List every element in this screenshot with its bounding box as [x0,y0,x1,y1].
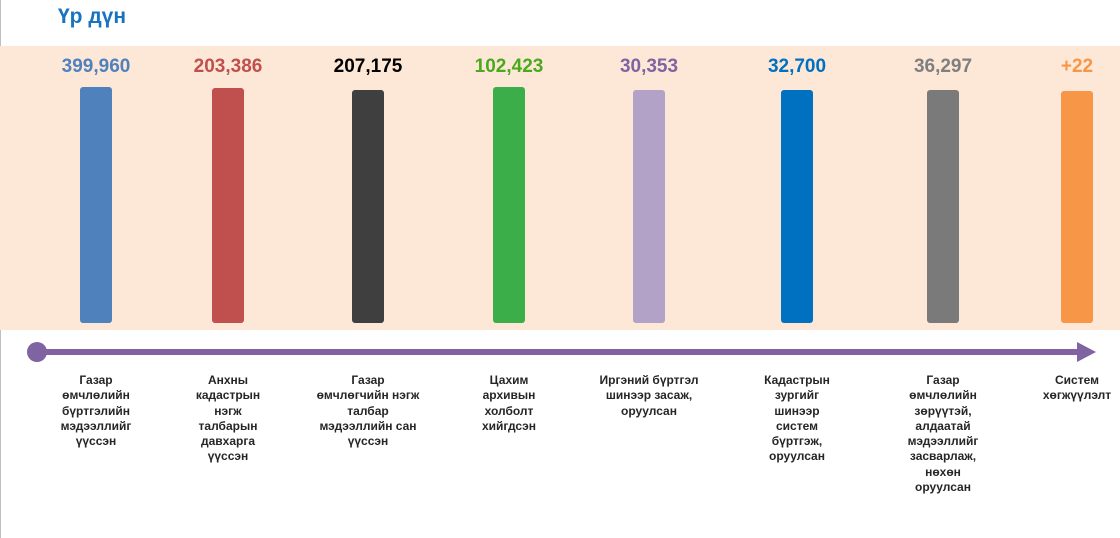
category-label-line: мэдээллийг [907,434,979,449]
category-label-line: оруулсан [621,403,677,418]
category-label-line: холболт [484,403,534,418]
category-label-line: хөгжүүлэлт [1042,388,1112,403]
bar [80,87,112,323]
value-label: +22 [1060,56,1094,77]
value-label: 399,960 [61,56,131,77]
bar [493,87,525,323]
category-label-line: шинээр засаж, [605,388,693,403]
category-label: Иргэний бүртгэл шинээр засаж, оруулсан [579,373,719,419]
category-label-line: кадастрын [195,388,261,403]
category-label-line: өмчлөгчийн нэгж [316,388,420,403]
category-label-line: Газар [79,373,113,387]
category-label-line: оруулсан [769,449,825,464]
value-label: 102,423 [474,56,544,77]
category-label-line: алдаатай [915,418,971,433]
category-label-line: зургийг [774,388,820,403]
category-label: Кадастрын зургийг шинээр систем бүртгэж, оруу… [727,373,867,465]
category-label-line: засварлаж, [909,449,977,464]
category-label: Систем хөгжүүлэлт [1007,373,1120,404]
value-label: 30,353 [619,56,679,77]
category-label-line: архивын [482,388,536,403]
category-label-line: зөрүүтэй, [914,403,972,418]
category-label-line: хийгдсэн [482,418,536,433]
category-label-line: систем [776,418,818,433]
category-label: Цахим архивын холболт хийгдсэн [439,373,579,434]
bar [633,90,665,323]
category-label-line: Цахим [489,373,529,387]
bar [927,90,959,323]
value-label: 36,297 [913,56,973,77]
category-label-line: талбар [347,403,389,418]
category-label-line: бүртгэлийн [61,403,131,418]
timeline-start-dot [27,342,47,362]
category-label-line: Систем [1055,373,1099,387]
category-label-line: өмчлөлийн [909,388,977,403]
value-label: 203,386 [193,56,263,77]
category-label-line: Иргэний бүртгэл [599,373,699,387]
category-label: Газар өмчлөгчийн нэгж талбар мэдээллийн сан… [298,373,438,449]
value-label: 32,700 [767,56,827,77]
category-label-line: давхарга [200,434,256,449]
category-label-line: бүртгэж, [771,434,823,449]
category-label-line: үүссэн [75,434,117,449]
category-label-line: Анхны [207,373,249,387]
category-label-line: мэдээллийн сан [319,418,417,433]
category-label-line: үүссэн [347,434,389,449]
category-label-line: үүссэн [207,449,249,464]
bar [212,88,244,323]
category-label-line: шинээр [774,403,820,418]
category-label-line: Газар [926,373,960,387]
category-label: Анхны кадастрын нэгж талбарын давхарга үүссэн [158,373,298,465]
category-label-line: оруулсан [915,480,971,495]
category-label-line: Кадастрын [764,373,830,387]
page-title: Үр дүн [58,5,127,28]
bar [1061,91,1093,323]
category-label-line: мэдээллийг [60,418,132,433]
category-label-line: нэгж [214,403,242,418]
category-label: Газар өмчлөлийн зөрүүтэй, алдаатай мэдээллий… [873,373,1013,495]
timeline [27,342,1096,362]
category-label-line: нөхөн [925,464,961,479]
category-label-line: талбарын [198,418,258,433]
category-label-line: Газар [351,373,385,387]
timeline-arrowhead [1077,342,1096,362]
category-label: Газар өмчлөлийн бүртгэлийн мэдээллийг үүссэн [26,373,166,449]
bar [352,90,384,323]
category-label-line: өмчлөлийн [62,388,130,403]
bar [781,90,813,323]
value-label: 207,175 [333,56,403,77]
